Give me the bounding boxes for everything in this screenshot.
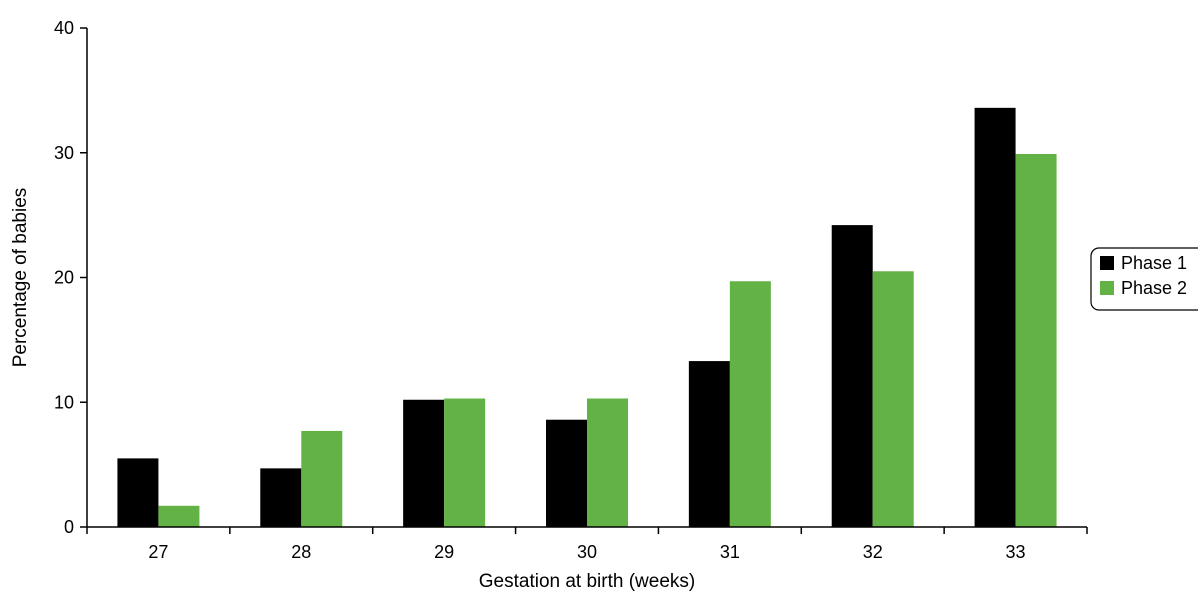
bar-phase-1-30 bbox=[546, 419, 587, 527]
legend-swatch-phase-2 bbox=[1100, 281, 1114, 295]
x-tick-label: 30 bbox=[577, 542, 597, 562]
bar-phase-2-30 bbox=[587, 398, 628, 527]
bar-phase-2-28 bbox=[301, 430, 343, 527]
bar-phase-2-31 bbox=[729, 281, 771, 527]
x-tick-label: 32 bbox=[863, 542, 883, 562]
x-tick-label: 29 bbox=[434, 542, 454, 562]
x-ticks-group: 27 28 29 30 31 32 33 bbox=[86, 527, 1088, 562]
legend-label-phase-2: Phase 2 bbox=[1121, 278, 1187, 298]
y-tick-label: 30 bbox=[54, 143, 74, 163]
bar-phase-2-32 bbox=[872, 271, 914, 527]
legend-label-phase-1: Phase 1 bbox=[1121, 253, 1187, 273]
legend-box bbox=[1090, 247, 1198, 311]
y-axis-title: Percentage of babies bbox=[10, 188, 31, 368]
bars-group bbox=[117, 107, 1057, 528]
y-tick-label: 20 bbox=[54, 268, 74, 288]
x-axis-title: Gestation at birth (weeks) bbox=[479, 571, 695, 592]
legend: Phase 1 Phase 2 bbox=[1090, 247, 1198, 311]
y-tick-label: 10 bbox=[54, 392, 74, 412]
x-tick-label: 31 bbox=[720, 542, 740, 562]
bar-phase-1-33 bbox=[974, 107, 1016, 527]
bar-phase-1-29 bbox=[403, 399, 445, 527]
bar-phase-1-32 bbox=[831, 225, 873, 528]
y-tick-label: 40 bbox=[54, 18, 74, 38]
x-tick-label: 28 bbox=[291, 542, 311, 562]
y-ticks-group: 0 10 20 30 40 bbox=[54, 18, 87, 537]
bar-phase-2-33 bbox=[1015, 153, 1057, 527]
x-tick-label: 27 bbox=[148, 542, 168, 562]
bar-phase-1-28 bbox=[260, 468, 302, 527]
bar-phase-2-27 bbox=[158, 505, 200, 527]
x-tick-label: 33 bbox=[1006, 542, 1026, 562]
y-tick-label: 0 bbox=[64, 517, 74, 537]
bar-phase-1-27 bbox=[117, 458, 159, 527]
legend-swatch-phase-1 bbox=[1100, 256, 1114, 270]
bar-phase-1-31 bbox=[688, 361, 730, 527]
bar-phase-2-29 bbox=[444, 398, 486, 527]
